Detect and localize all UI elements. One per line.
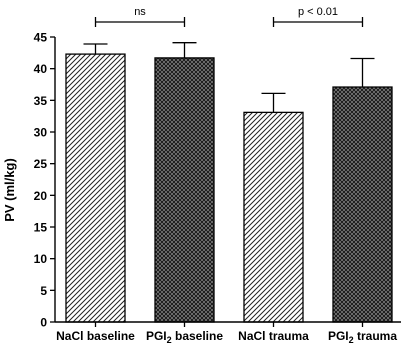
y-tick-label: 20 — [34, 189, 48, 203]
x-tick-label: NaCl baseline — [56, 329, 135, 343]
y-axis-label: PV (ml/kg) — [2, 158, 17, 222]
bars-layer — [65, 53, 393, 323]
x-tick-label: PGI2 trauma — [328, 329, 397, 345]
error-bars-layer — [83, 42, 375, 113]
significance-label: p < 0.01 — [298, 6, 338, 18]
y-tick-label: 25 — [34, 157, 48, 171]
significance-label: ns — [134, 6, 146, 18]
y-tick-label: 10 — [34, 252, 48, 266]
y-tick-label: 30 — [34, 126, 48, 140]
y-tick-label: 15 — [34, 221, 48, 235]
bar-3 — [243, 111, 304, 323]
x-tick-label: PGI2 baseline — [146, 329, 223, 345]
annotations-layer: ns p < 0.01 — [94, 6, 364, 27]
axes-layer: 0 5 10 15 20 25 30 35 40 45 NaCl baseline PGI2 base… — [34, 31, 401, 345]
bar-1 — [65, 53, 126, 323]
bar-4 — [332, 86, 393, 323]
y-tick-label: 35 — [34, 94, 48, 108]
y-tick-label: 40 — [34, 62, 48, 76]
bar-2 — [154, 57, 215, 323]
y-tick-label: 0 — [40, 316, 47, 330]
y-tick-label: 5 — [40, 284, 47, 298]
x-tick-label: NaCl trauma — [238, 329, 309, 343]
y-tick-label: 45 — [34, 31, 48, 45]
